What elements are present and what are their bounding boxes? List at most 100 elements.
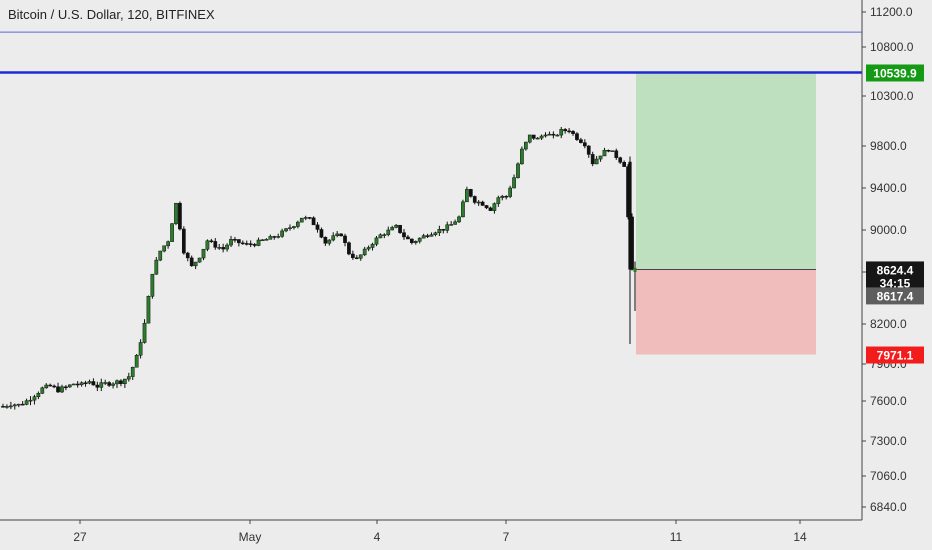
candle-body — [508, 187, 512, 197]
x-tick-label: 14 — [793, 530, 807, 544]
candle-body — [107, 382, 111, 386]
candle-body — [386, 229, 391, 235]
candle-body — [394, 224, 398, 228]
candle-body — [504, 195, 509, 198]
candle-body — [178, 202, 182, 230]
candle-body — [358, 254, 363, 259]
candle-body — [205, 240, 210, 250]
candle-body — [441, 229, 446, 231]
candle-body — [292, 226, 296, 228]
candle-body — [134, 354, 139, 368]
candle-body — [174, 202, 178, 224]
x-tick-label: 27 — [73, 530, 87, 544]
price-badge — [866, 64, 924, 82]
candle-body — [91, 381, 96, 386]
candle-body — [567, 130, 571, 133]
candle-body — [492, 203, 497, 211]
candle-body — [472, 196, 477, 203]
candle-body — [598, 155, 603, 160]
y-tick-label: 6840.0 — [870, 500, 907, 514]
price-badge-label: 34:15 — [880, 276, 911, 290]
candle-body — [48, 384, 53, 387]
candle-body — [181, 228, 186, 254]
y-tick-label: 10800.0 — [870, 40, 914, 54]
candle-body — [299, 217, 304, 223]
candle-body — [36, 393, 41, 397]
candle-body — [40, 387, 45, 394]
candle-body — [280, 230, 284, 237]
candle-body — [449, 224, 454, 226]
candle-body — [488, 207, 493, 211]
candle-body — [335, 233, 340, 236]
y-tick-label: 9400.0 — [870, 181, 907, 195]
price-badge-label: 7971.1 — [877, 349, 914, 363]
candle-body — [339, 233, 343, 237]
candle-body — [126, 376, 131, 380]
candle-body — [606, 149, 611, 152]
time-axis[interactable]: 27 May 4 7 11 14 — [0, 519, 862, 544]
candle-body — [319, 229, 324, 238]
candle-body — [374, 237, 379, 245]
candle-body — [390, 227, 395, 231]
candle-body — [20, 403, 25, 406]
candle-body — [12, 404, 17, 407]
candle-body — [244, 243, 249, 245]
candle-body — [539, 135, 544, 139]
candle-body — [429, 234, 434, 237]
candle-body — [162, 245, 167, 252]
candle-body — [71, 383, 76, 386]
candle-body — [500, 195, 505, 198]
candle-body — [95, 384, 100, 388]
candle-body — [233, 239, 237, 241]
candle-body — [445, 224, 450, 231]
candle-body — [295, 221, 300, 227]
candle-body — [268, 236, 273, 240]
candle-body — [453, 221, 457, 225]
candle-body — [437, 229, 442, 234]
candle-body — [410, 238, 414, 244]
candle-series — [1, 126, 637, 410]
price-badge — [866, 274, 924, 292]
candle-body — [158, 250, 163, 261]
y-tick-label: 7060.0 — [870, 469, 907, 483]
candle-body — [303, 217, 308, 219]
candle-body — [524, 141, 528, 150]
candle-body — [347, 242, 351, 255]
candle-body — [154, 259, 159, 275]
candle-body — [150, 273, 155, 297]
candle-body — [579, 139, 583, 143]
candle-body — [256, 239, 261, 246]
y-tick-label: 7300.0 — [870, 434, 907, 448]
y-tick-label: 9800.0 — [870, 139, 907, 153]
candle-body — [52, 385, 56, 388]
x-tick-label: 7 — [503, 530, 510, 544]
candle-body — [575, 133, 579, 140]
chart-title: Bitcoin / U.S. Dollar, 120, BITFINEX — [8, 7, 215, 22]
candle-body — [484, 205, 489, 209]
candle-body — [16, 403, 21, 406]
candle-body — [166, 241, 170, 247]
candle-body — [123, 378, 127, 384]
target-zone — [636, 72, 816, 270]
candle-body — [260, 239, 265, 242]
candle-body — [288, 227, 292, 229]
candle-body — [240, 242, 245, 245]
candle-body — [559, 129, 564, 136]
candle-body — [197, 257, 202, 263]
price-badge — [866, 346, 924, 364]
last-candle-body — [633, 267, 637, 272]
y-tick-label: 11200.0 — [870, 5, 913, 19]
candle-body — [531, 134, 536, 139]
candle-body — [354, 257, 359, 259]
candle-body — [193, 261, 198, 267]
candle-body — [5, 406, 9, 408]
candle-body — [468, 189, 473, 197]
candle-body — [138, 342, 143, 356]
candle-body — [610, 150, 615, 152]
candle-body — [170, 223, 174, 242]
candle-body — [99, 382, 104, 388]
candle-body — [56, 386, 60, 393]
candle-body — [547, 133, 552, 136]
x-tick-label: 11 — [670, 530, 683, 544]
